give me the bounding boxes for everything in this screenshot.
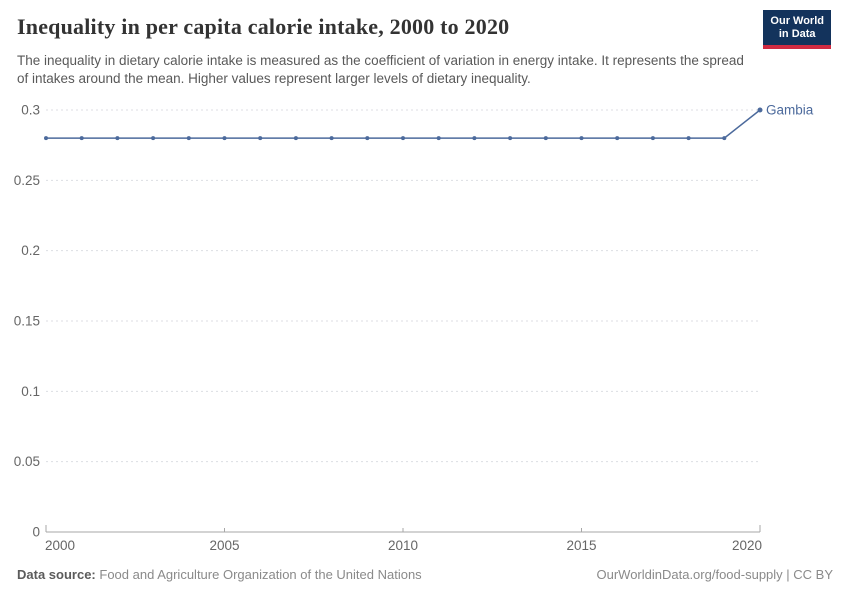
data-source-value: Food and Agriculture Organization of the…: [99, 567, 422, 582]
data-point-marker: [44, 136, 48, 141]
data-point-marker: [543, 136, 548, 141]
data-point-marker: [650, 136, 655, 141]
x-axis-tick-label: 2010: [388, 538, 418, 553]
x-axis-tick-label: 2005: [209, 538, 239, 553]
data-point-marker: [258, 136, 263, 141]
citation-link[interactable]: OurWorldinData.org/food-supply | CC BY: [596, 567, 833, 582]
x-axis-tick-label: 2020: [732, 538, 762, 553]
page-title: Inequality in per capita calorie intake,…: [17, 14, 510, 39]
data-point-marker: [79, 136, 84, 141]
data-point-marker: [757, 107, 763, 113]
series-line: [46, 109, 761, 139]
y-axis-tick-label: 0.15: [14, 314, 40, 329]
logo-line-1: Our World: [770, 15, 824, 27]
data-point-marker: [615, 136, 620, 141]
data-point-marker: [222, 136, 227, 141]
logo-line-2: in Data: [778, 28, 816, 40]
y-axis-tick-label: 0.05: [14, 454, 40, 469]
data-point-marker: [186, 136, 191, 141]
x-axis-tick-label: 2015: [566, 538, 596, 553]
owid-logo[interactable]: Our World in Data: [763, 10, 831, 49]
data-source-label: Data source:: [17, 567, 96, 582]
y-axis-tick-label: 0.2: [21, 243, 40, 258]
data-point-marker: [472, 136, 477, 141]
data-point-marker: [365, 136, 370, 141]
data-source: Data source: Food and Agriculture Organi…: [17, 567, 422, 582]
x-axis-tick-label: 2000: [45, 538, 75, 553]
data-point-marker: [722, 136, 727, 141]
data-point-marker: [401, 136, 405, 141]
y-axis-tick-label: 0.1: [21, 384, 40, 399]
data-point-marker: [579, 136, 584, 141]
data-point-marker: [293, 136, 298, 141]
y-axis-tick-label: 0.25: [14, 173, 40, 188]
data-point-marker: [436, 136, 441, 141]
chart-footer: Data source: Food and Agriculture Organi…: [17, 567, 833, 582]
y-axis-tick-label: 0.3: [21, 103, 40, 118]
data-point-marker: [151, 136, 156, 141]
y-axis-tick-label: 0: [32, 525, 40, 540]
entity-label[interactable]: Gambia: [766, 103, 814, 118]
data-point-marker: [115, 136, 120, 141]
chart-subtitle: The inequality in dietary calorie intake…: [17, 53, 744, 86]
data-point-marker: [508, 136, 513, 141]
data-point-marker: [686, 136, 691, 141]
data-point-marker: [329, 136, 334, 141]
